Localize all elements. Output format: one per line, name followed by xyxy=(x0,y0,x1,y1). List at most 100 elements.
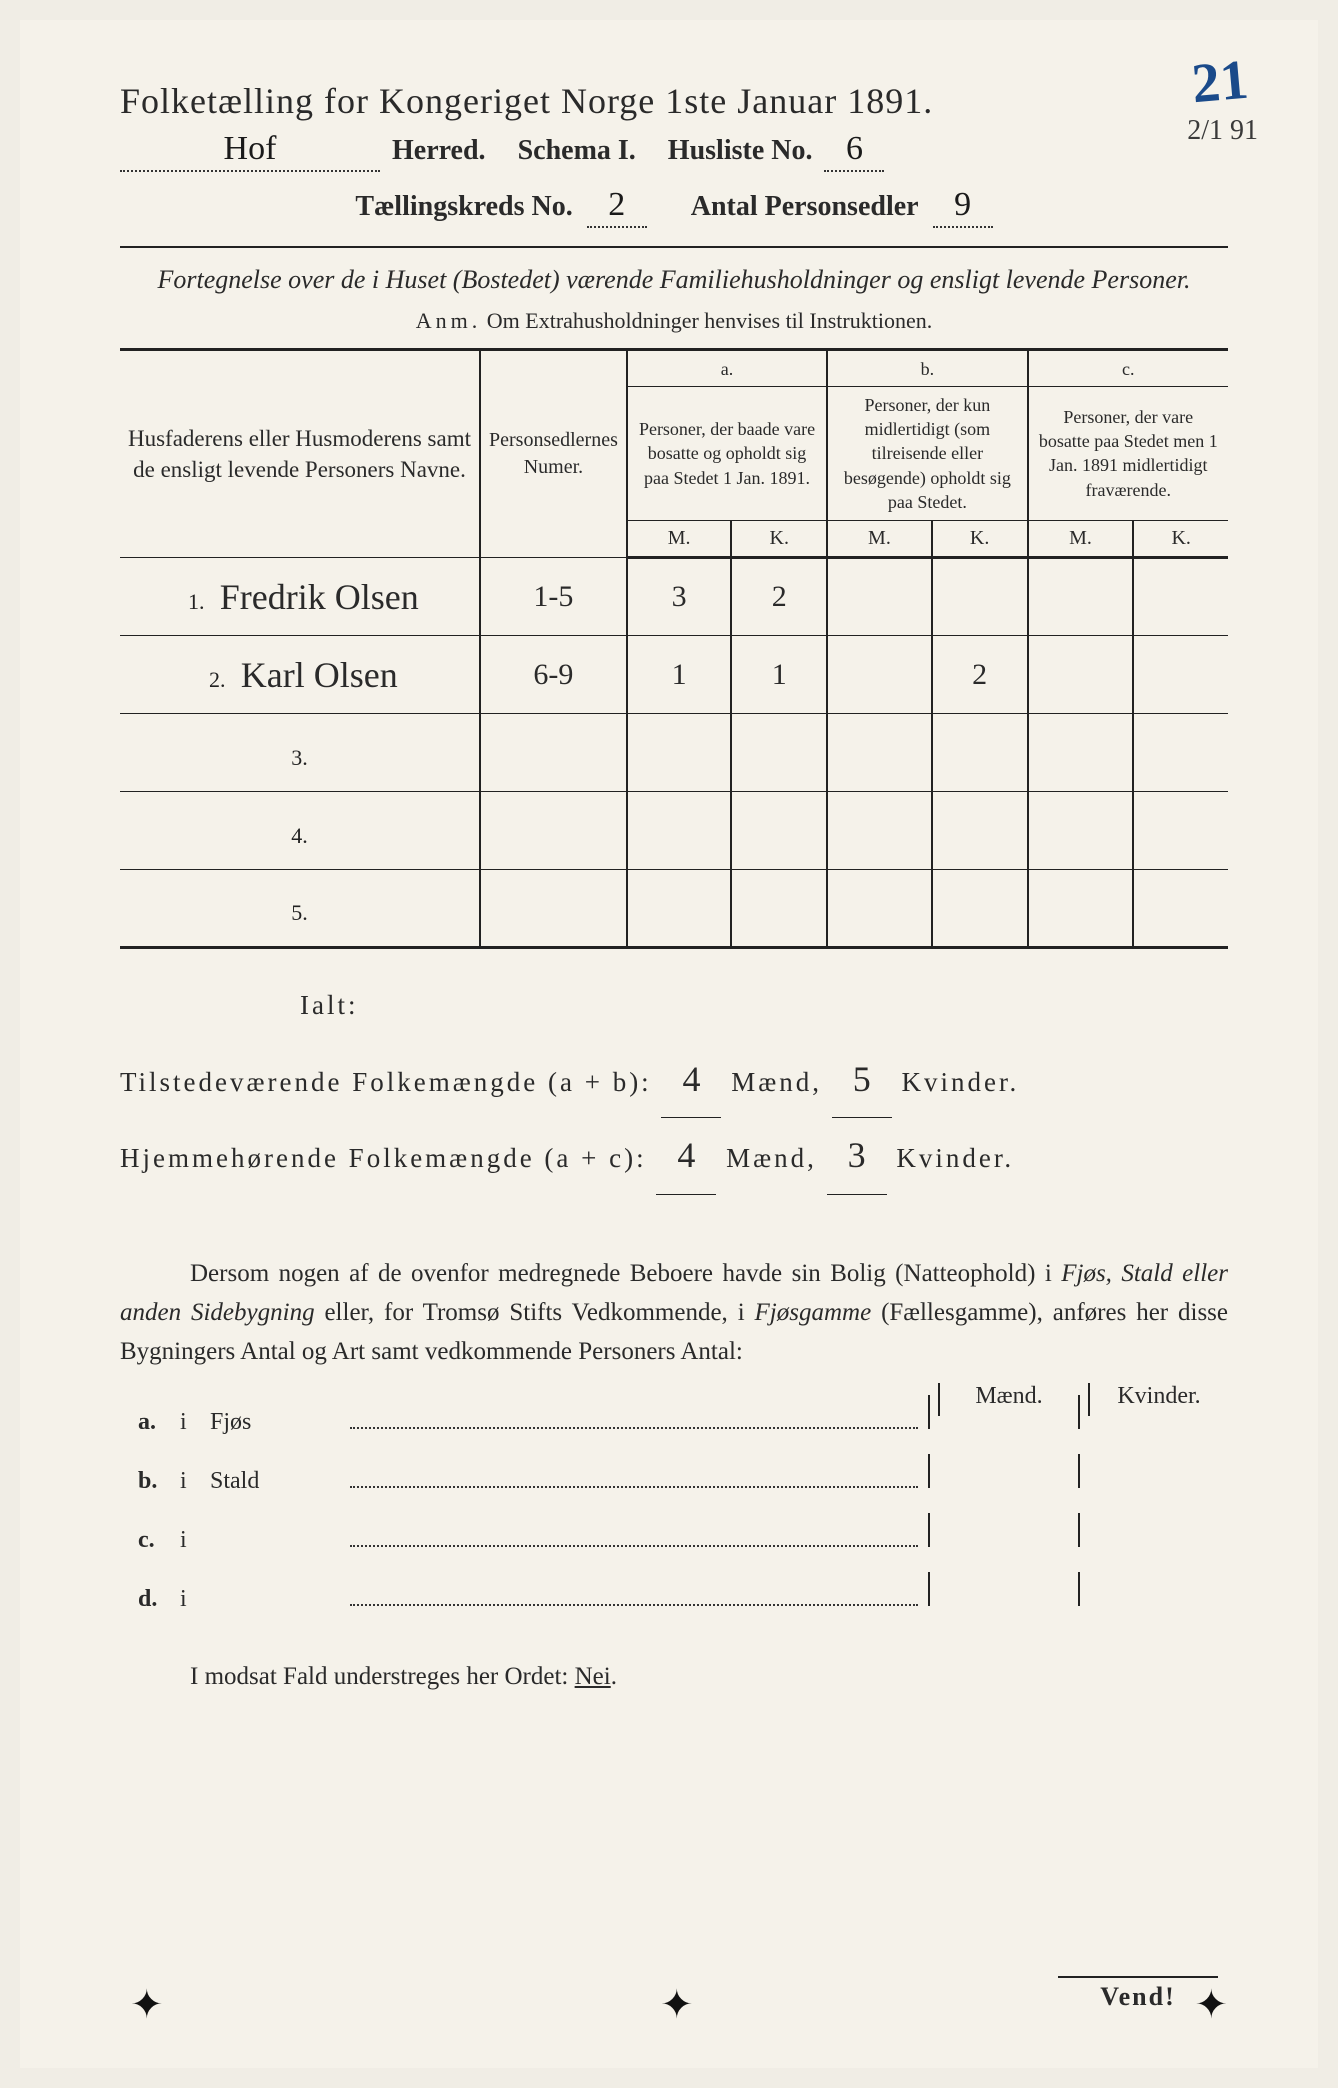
divider-1 xyxy=(120,246,1228,248)
col-a-text: Personer, der baade vare bosatte og opho… xyxy=(627,386,827,520)
row-ck xyxy=(1133,792,1228,870)
kvinder-label-2: Kvinder. xyxy=(896,1143,1014,1173)
row-am: 3 xyxy=(627,558,731,636)
col-b-m: M. xyxy=(827,521,931,558)
col-a-k: K. xyxy=(731,521,827,558)
row-ak: 1 xyxy=(731,636,827,714)
row-name: 4. xyxy=(120,792,480,870)
row-cm xyxy=(1028,636,1134,714)
personsedler-label: Antal Personsedler xyxy=(691,191,919,223)
row-numer xyxy=(480,792,627,870)
building-label: a. xyxy=(120,1409,180,1436)
anm-label: Anm. xyxy=(416,308,482,333)
row-bk xyxy=(932,714,1028,792)
row-ak xyxy=(731,870,827,948)
totals-section: Ialt: Tilstedeværende Folkemængde (a + b… xyxy=(120,977,1228,1195)
row-name: 1. Fredrik Olsen xyxy=(120,558,480,636)
table-row: 4. xyxy=(120,792,1228,870)
household-table: Husfaderens eller Husmoderens samt de en… xyxy=(120,348,1228,949)
building-i: i xyxy=(180,1527,210,1554)
building-k-cell xyxy=(1078,1572,1228,1606)
building-row: c.i xyxy=(120,1513,1228,1554)
row-name: 2. Karl Olsen xyxy=(120,636,480,714)
building-label: b. xyxy=(120,1468,180,1495)
col-a-label: a. xyxy=(627,350,827,386)
building-label: d. xyxy=(120,1586,180,1613)
kvinder-label: Kvinder. xyxy=(901,1067,1019,1097)
table-row: 1. Fredrik Olsen1-532 xyxy=(120,558,1228,636)
row-numer: 1-5 xyxy=(480,558,627,636)
row-am xyxy=(627,714,731,792)
building-header-m: Mænd. xyxy=(938,1383,1078,1416)
maend-label: Mænd, xyxy=(731,1067,822,1097)
building-dots xyxy=(350,1427,918,1429)
husliste-value: 6 xyxy=(824,130,884,172)
building-dots xyxy=(350,1486,918,1488)
footer-pre: I modsat Fald understreges her Ordet: xyxy=(190,1663,575,1690)
herred-label: Herred. xyxy=(392,135,486,167)
totals-line-2: Hjemmehørende Folkemængde (a + c): 4 Mæn… xyxy=(120,1118,1228,1195)
row-cm xyxy=(1028,792,1134,870)
row-name: 3. xyxy=(120,714,480,792)
totals-l1-m: 4 xyxy=(661,1042,721,1119)
building-mk-header: Mænd. Kvinder. xyxy=(938,1383,1228,1416)
row-cm xyxy=(1028,870,1134,948)
header-row-1: Hof Herred. Schema I. Husliste No. 6 xyxy=(120,130,1228,172)
totals-l2-label: Hjemmehørende Folkemængde (a + c): xyxy=(120,1143,647,1173)
row-bk xyxy=(932,558,1028,636)
row-bm xyxy=(827,792,931,870)
punch-mark: ✦ xyxy=(1194,1981,1228,2028)
row-ak: 2 xyxy=(731,558,827,636)
building-dots xyxy=(350,1604,918,1606)
herred-value: Hof xyxy=(120,130,380,172)
footer-line: I modsat Fald understreges her Ordet: Ne… xyxy=(120,1663,1228,1691)
row-bm xyxy=(827,870,931,948)
building-m-cell xyxy=(928,1513,1078,1547)
row-name: 5. xyxy=(120,870,480,948)
building-section: Mænd. Kvinder. a.iFjøsb.iStaldc.id.i xyxy=(120,1395,1228,1613)
ialt-label: Ialt: xyxy=(300,977,1228,1034)
maend-label-2: Mænd, xyxy=(726,1143,817,1173)
row-ck xyxy=(1133,870,1228,948)
row-bk: 2 xyxy=(932,636,1028,714)
col-c-m: M. xyxy=(1028,521,1134,558)
building-k-cell xyxy=(1078,1454,1228,1488)
census-form-page: 21 2/1 91 Folketælling for Kongeriget No… xyxy=(20,20,1318,2068)
table-row: 3. xyxy=(120,714,1228,792)
anm-line: Anm. Om Extrahusholdninger henvises til … xyxy=(120,308,1228,334)
husliste-label: Husliste No. xyxy=(668,135,813,167)
col-c-k: K. xyxy=(1133,521,1228,558)
building-header-k: Kvinder. xyxy=(1088,1383,1228,1416)
row-cm xyxy=(1028,558,1134,636)
row-ck xyxy=(1133,636,1228,714)
building-paragraph: Dersom nogen af de ovenfor medregnede Be… xyxy=(120,1255,1228,1371)
row-bk xyxy=(932,870,1028,948)
building-dots xyxy=(350,1545,918,1547)
row-bm xyxy=(827,714,931,792)
subtitle: Fortegnelse over de i Huset (Bostedet) v… xyxy=(120,262,1228,298)
col-c-label: c. xyxy=(1028,350,1228,386)
totals-line-1: Tilstedeværende Folkemængde (a + b): 4 M… xyxy=(120,1042,1228,1119)
col-name-header: Husfaderens eller Husmoderens samt de en… xyxy=(120,350,480,558)
row-ak xyxy=(731,714,827,792)
col-a-m: M. xyxy=(627,521,731,558)
punch-mark: ✦ xyxy=(660,1981,694,2028)
corner-page-number: 21 xyxy=(1189,48,1250,117)
row-ak xyxy=(731,792,827,870)
building-row: b.iStald xyxy=(120,1454,1228,1495)
building-type: Fjøs xyxy=(210,1409,350,1436)
col-b-label: b. xyxy=(827,350,1027,386)
building-m-cell xyxy=(928,1454,1078,1488)
punch-mark: ✦ xyxy=(130,1981,164,2028)
page-title: Folketælling for Kongeriget Norge 1ste J… xyxy=(120,80,1228,122)
col-numer-header: Personsedlernes Numer. xyxy=(480,350,627,558)
building-row: d.i xyxy=(120,1572,1228,1613)
kreds-label: Tællingskreds No. xyxy=(355,191,572,223)
building-i: i xyxy=(180,1586,210,1613)
building-k-cell xyxy=(1078,1513,1228,1547)
row-bm xyxy=(827,558,931,636)
totals-l1-label: Tilstedeværende Folkemængde (a + b): xyxy=(120,1067,652,1097)
row-numer: 6-9 xyxy=(480,636,627,714)
row-ck xyxy=(1133,714,1228,792)
totals-l2-k: 3 xyxy=(827,1118,887,1195)
